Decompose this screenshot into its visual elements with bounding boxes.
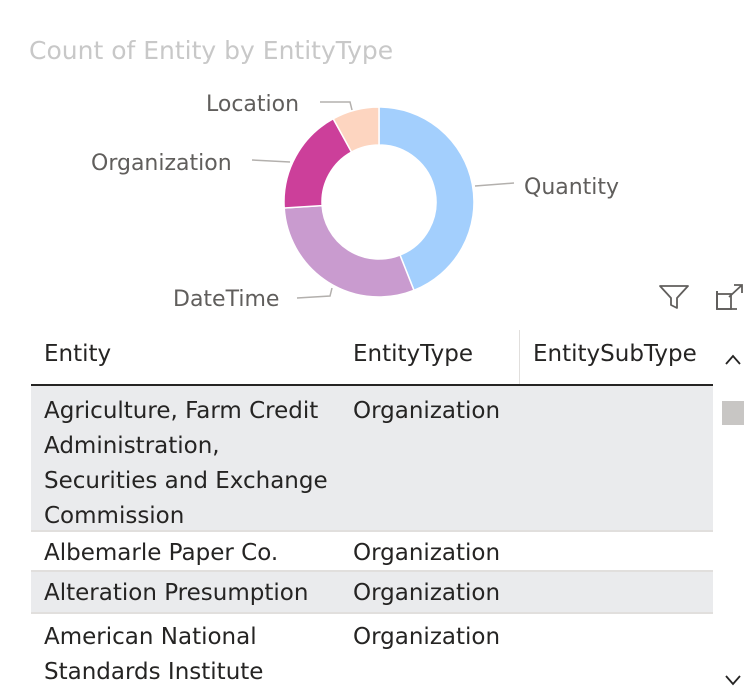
table-row[interactable]: Agriculture, Farm Credit Administration,…: [31, 386, 713, 532]
leader-line: [320, 101, 353, 111]
chart-title: Count of Entity by EntityType: [29, 36, 394, 65]
table-visual: Entity EntityType EntitySubType Agricult…: [31, 330, 713, 692]
slice-label-organization: Organization: [91, 151, 232, 176]
table-row[interactable]: Alteration Presumption Organization: [31, 572, 713, 614]
vertical-scrollbar[interactable]: [719, 330, 747, 692]
scroll-thumb[interactable]: [722, 401, 744, 425]
cell-entity: American National Standards Institute: [44, 624, 264, 685]
table-row[interactable]: Albemarle Paper Co. Organization: [31, 532, 713, 572]
donut-slice-datetime[interactable]: [283, 204, 415, 298]
table-row[interactable]: American National Standards Institute Or…: [31, 614, 713, 692]
donut-slice-quantity[interactable]: [378, 106, 475, 292]
cell-entitytype: Organization: [353, 540, 501, 566]
cell-entitytype: Organization: [353, 398, 501, 424]
cell-entitytype: Organization: [353, 624, 501, 650]
cell-entity: Albemarle Paper Co.: [44, 540, 279, 566]
column-header-entity[interactable]: Entity: [44, 341, 112, 367]
cell-entitysubtype: [520, 572, 713, 580]
slice-label-location: Location: [206, 92, 299, 117]
column-header-entitytype[interactable]: EntityType: [353, 341, 473, 367]
cell-entity: Agriculture, Farm Credit Administration,…: [44, 398, 328, 529]
cell-entitysubtype: [520, 532, 713, 540]
column-header-entitysubtype[interactable]: EntitySubType: [533, 341, 697, 367]
filter-icon[interactable]: [657, 283, 691, 311]
chevron-up-icon[interactable]: [724, 352, 742, 368]
cell-entitysubtype: [520, 386, 713, 394]
slice-label-datetime: DateTime: [173, 287, 279, 312]
donut-slice-location[interactable]: [332, 106, 380, 154]
leader-line: [251, 159, 291, 163]
leader-line: [474, 182, 515, 187]
column-divider[interactable]: [519, 330, 520, 384]
slice-label-quantity: Quantity: [524, 175, 619, 200]
cell-entity: Alteration Presumption: [44, 580, 309, 606]
cell-entitysubtype: [520, 614, 713, 622]
cell-entitytype: Organization: [353, 580, 501, 606]
donut-chart: Quantity DateTime Organization Location: [91, 92, 619, 312]
focus-mode-icon[interactable]: [715, 283, 745, 311]
chevron-down-icon[interactable]: [724, 672, 742, 688]
table-header: Entity EntityType EntitySubType: [31, 330, 713, 386]
leader-line: [296, 287, 333, 299]
